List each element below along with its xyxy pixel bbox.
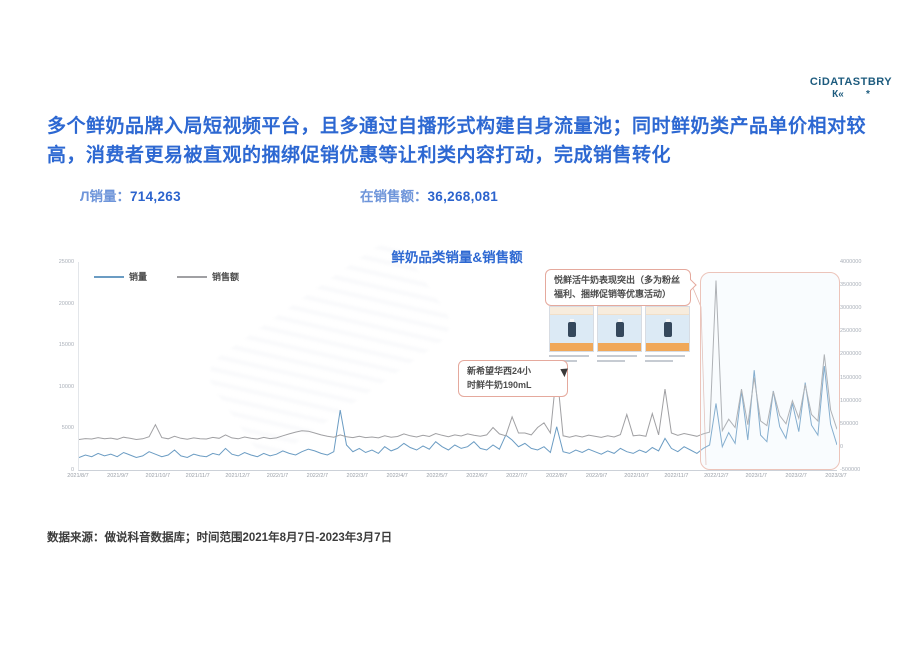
amount-line — [79, 280, 837, 441]
x-axis-tick-label: 2023/1/7 — [745, 473, 767, 479]
right-axis-tick-label: 1000000 — [840, 397, 862, 404]
x-axis-labels: 2021/8/7 2021/9/7 2021/10/7 2021/11/7 2021/1… — [67, 473, 846, 485]
bottle-icon — [615, 318, 624, 337]
chart-title: 鲜奶品类销量&销售额 — [391, 250, 523, 265]
right-axis-tick-label: 2500000 — [840, 328, 862, 335]
annotation-yuexianhuo-line1: 悦鲜活牛奶表现突出（多为粉丝 — [554, 275, 681, 285]
legend-item-volume: 销量 — [94, 270, 147, 283]
x-axis-tick-label: 2022/1/7 — [266, 473, 289, 479]
stat-sales-amount-value: 36,268,081 — [427, 189, 499, 204]
volume-line-swatch-icon — [94, 275, 124, 278]
x-axis-tick-label: 2022/10/7 — [624, 473, 649, 479]
data-source-note: 数据来源：做说科音数据库；时间范围2021年8月7日-2023年3月7日 — [47, 532, 393, 544]
right-axis-tick-label: 4000000 — [840, 259, 862, 265]
annotation-xinxiwang-line1: 新希望华西24小 — [467, 366, 532, 376]
brand-logo-text: CiDATASTBRY — [809, 76, 893, 88]
x-axis-tick-label: 2021/11/7 — [185, 473, 210, 479]
thumbnail-caption — [597, 360, 625, 362]
right-axis-tick-label: 0 — [840, 443, 844, 450]
x-axis-tick-label: 2022/3/7 — [346, 473, 368, 479]
stat-sales-amount-label: 在销售额： — [360, 189, 428, 204]
left-axis-tick-label: 20000 — [58, 300, 74, 307]
thumbnail-caption — [645, 360, 673, 362]
product-thumbnails — [549, 306, 690, 362]
product-card — [549, 306, 594, 352]
x-axis-tick-label: 2022/6/7 — [466, 473, 488, 479]
annotation-xinxiwang-line2: 时鲜牛奶190mL — [467, 379, 532, 390]
price-band — [550, 343, 593, 351]
product-thumbnail — [645, 306, 690, 362]
x-axis-tick-label: 2022/8/7 — [546, 473, 568, 479]
x-axis-tick-label: 2022/4/7 — [386, 473, 408, 479]
brand-logo-mark: К« * — [832, 89, 870, 100]
x-axis-tick-label: 2022/7/7 — [506, 473, 528, 479]
milk-bottle-image — [598, 315, 641, 343]
card-header — [646, 307, 689, 315]
x-axis-tick-label: 2021/9/7 — [107, 473, 129, 479]
product-card — [645, 306, 690, 352]
stat-sales-amount: 在销售额：36,268,081 — [360, 185, 498, 205]
product-thumbnail — [549, 306, 594, 362]
right-axis-tick-label: 500000 — [840, 420, 859, 427]
legend-volume-label: 销量 — [129, 272, 148, 282]
slide-headline: 多个鲜奶品牌入局短视频平台，且多通过自播形式构建自身流量池；同时鲜奶类产品单价相… — [47, 116, 867, 167]
x-axis-tick-label: 2023/2/7 — [785, 473, 807, 479]
legend-amount-label: 销售额 — [212, 272, 240, 282]
right-axis-tick-label: 1500000 — [840, 374, 862, 381]
price-band — [646, 343, 689, 351]
milk-bottle-image — [550, 315, 593, 343]
product-card — [597, 306, 642, 352]
price-band — [598, 343, 641, 351]
amount-line-swatch-icon — [177, 275, 208, 278]
left-axis-tick-label: 5000 — [61, 425, 74, 432]
card-header — [550, 307, 593, 315]
product-thumbnail — [597, 306, 642, 362]
x-axis-tick-label: 2022/11/7 — [664, 473, 689, 479]
brand-logo: CiDATASTBRY К« * — [796, 76, 906, 100]
milk-bottle-image — [646, 315, 689, 343]
left-axis-labels: 25000 20000 15000 10000 5000 0 — [36, 259, 74, 473]
right-axis-tick-label: 2000000 — [840, 351, 862, 358]
x-axis-tick-label: 2022/2/7 — [306, 473, 329, 479]
left-axis-tick-label: 0 — [70, 467, 74, 473]
annotation-yuexianhuo: 悦鲜活牛奶表现突出（多为粉丝 福利、捆绑促销等优惠活动） — [545, 269, 697, 306]
left-axis-tick-label: 15000 — [58, 342, 74, 349]
right-axis-tick-label: 3500000 — [840, 282, 862, 289]
x-axis-tick-label: 2021/10/7 — [145, 473, 171, 479]
left-axis-tick-label: 25000 — [58, 259, 74, 265]
right-axis-tick-label: -500000 — [840, 467, 861, 473]
right-axis-labels: 4000000 3500000 3000000 2500000 2000000 15000… — [840, 259, 886, 473]
stat-sales-volume-label: Л销量： — [80, 189, 130, 204]
chart-legend: 销量 销售额 — [94, 270, 239, 283]
legend-item-amount: 销售额 — [177, 270, 239, 283]
card-header — [598, 307, 641, 315]
x-axis-tick-label: 2022/9/7 — [585, 473, 608, 479]
thumbnail-caption — [645, 355, 685, 357]
thumbnail-caption — [597, 355, 637, 357]
thumbnail-caption — [549, 355, 589, 357]
left-axis-tick-label: 10000 — [58, 383, 74, 390]
x-axis-tick-label: 2021/12/7 — [225, 473, 250, 479]
stat-sales-volume: Л销量：714,263 — [80, 185, 181, 205]
bottle-icon — [663, 318, 672, 337]
x-axis-tick-label: 2023/3/7 — [825, 473, 847, 479]
highlight-region — [700, 272, 840, 470]
right-axis-tick-label: 3000000 — [840, 305, 862, 312]
x-axis-tick-label: 2021/8/7 — [67, 473, 89, 479]
stat-sales-volume-value: 714,263 — [129, 189, 181, 204]
annotation-yuexianhuo-line2: 福利、捆绑促销等优惠活动） — [554, 288, 672, 299]
volume-line — [79, 365, 837, 459]
annotation-xinxiwang: 新希望华西24小 时鲜牛奶190mL — [458, 360, 571, 397]
x-axis-tick-label: 2022/12/7 — [704, 473, 729, 479]
bottle-icon — [567, 318, 576, 337]
x-axis-tick-label: 2022/5/7 — [426, 473, 448, 479]
